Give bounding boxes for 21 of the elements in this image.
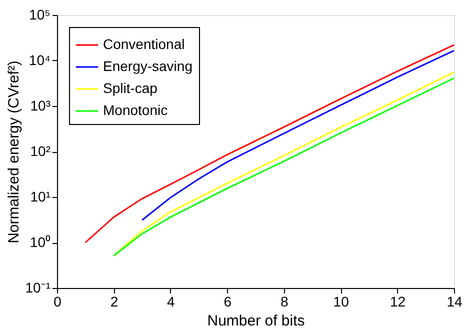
- y-tick-label: 10⁵: [29, 6, 50, 22]
- x-tick-label: 2: [110, 294, 118, 310]
- x-tick-label: 6: [224, 294, 232, 310]
- x-tick-label: 4: [167, 294, 176, 310]
- y-tick-label: 10¹: [30, 188, 51, 204]
- x-tick-label: 8: [280, 294, 288, 310]
- y-tick-label: 10³: [30, 98, 51, 114]
- legend-label: Monotonic: [103, 102, 168, 118]
- legend-label: Energy-saving: [103, 58, 192, 74]
- x-tick-label: 14: [446, 294, 462, 310]
- y-axis-title: Normalized energy (CVref²): [5, 60, 22, 244]
- legend-label: Conventional: [103, 36, 185, 52]
- y-tick-label: 10⁴: [28, 52, 50, 68]
- x-tick-label: 12: [390, 294, 406, 310]
- y-tick-label: 10⁻¹: [25, 280, 51, 296]
- y-tick-label: 10⁰: [30, 234, 50, 250]
- y-tick-label: 10²: [30, 143, 51, 159]
- x-axis-title: Number of bits: [207, 312, 305, 330]
- x-tick-label: 0: [54, 294, 62, 310]
- legend-label: Split-cap: [103, 80, 158, 96]
- x-tick-label: 10: [333, 294, 350, 310]
